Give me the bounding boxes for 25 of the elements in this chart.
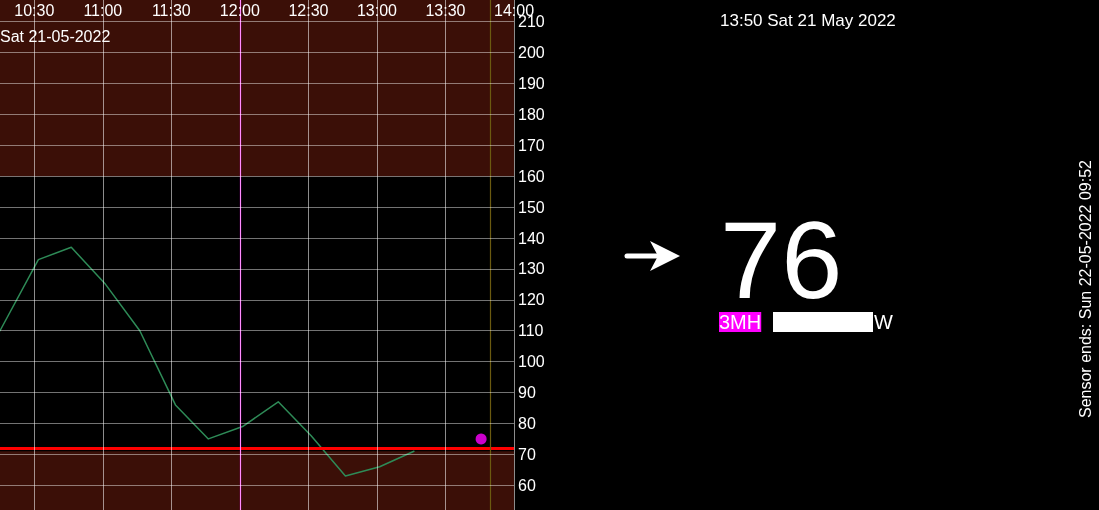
y-tick-label: 80 <box>518 414 536 432</box>
y-tick-label: 150 <box>518 198 545 216</box>
text: 13:50 Sat 21 May 2022 <box>720 11 896 30</box>
y-tick-label: 130 <box>518 260 545 278</box>
y-tick-label: 170 <box>518 136 545 154</box>
y-tick-label: 100 <box>518 353 545 371</box>
x-tick-label: 10:30 <box>14 1 55 19</box>
y-tick-label: 140 <box>518 229 545 247</box>
y-tick-label: 110 <box>518 322 544 340</box>
x-tick-label: 11:00 <box>83 1 123 19</box>
y-tick-label: 160 <box>518 167 545 185</box>
y-tick-label: 60 <box>518 476 536 494</box>
text: Sensor ends: Sun 22-05-2022 09:52 <box>1076 159 1094 418</box>
annotation: Sat 21-05-2022 <box>0 27 111 45</box>
x-tick-label: 12:30 <box>288 1 329 19</box>
text: W <box>874 311 893 333</box>
x-tick-label: 13:30 <box>425 1 466 19</box>
y-tick-label: 180 <box>518 105 545 123</box>
y-tick-label: 190 <box>518 74 545 92</box>
x-tick-label: 11:30 <box>151 1 191 19</box>
y-tick-label: 120 <box>518 291 545 309</box>
y-tick-label: 200 <box>518 44 545 62</box>
x-tick-label: 13:00 <box>356 1 398 19</box>
y-tick-label: 90 <box>518 384 536 402</box>
y-tick-label: 70 <box>518 445 536 463</box>
